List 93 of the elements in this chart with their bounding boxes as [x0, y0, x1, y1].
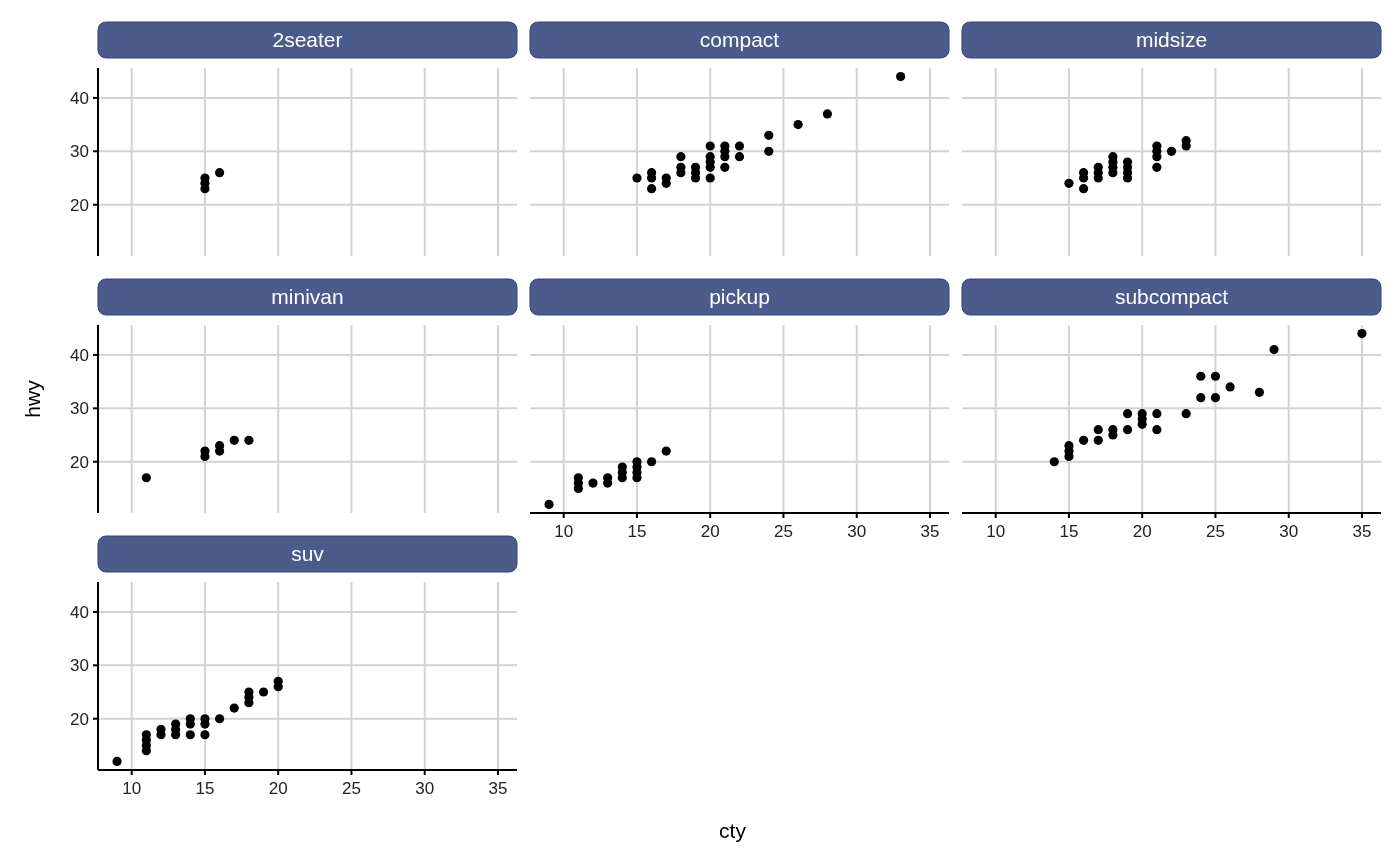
point: [215, 168, 225, 178]
point: [1152, 425, 1162, 435]
x-tick-label: 10: [122, 779, 142, 798]
point: [1079, 184, 1089, 194]
x-tick-label: 20: [268, 779, 288, 798]
x-tick-label: 35: [1352, 522, 1372, 541]
y-tick-label: 40: [70, 345, 89, 365]
point: [647, 457, 657, 467]
x-tick-label: 15: [195, 779, 215, 798]
point: [1093, 435, 1103, 445]
point: [734, 152, 745, 162]
chart-title: 2seater: [272, 28, 343, 51]
point: [705, 141, 715, 151]
point: [1049, 457, 1059, 467]
point: [1225, 382, 1235, 392]
point: [1093, 425, 1103, 435]
point: [720, 162, 730, 172]
point: [141, 746, 151, 756]
point: [896, 71, 906, 82]
point: [676, 152, 686, 162]
y-tick-label: 30: [70, 656, 89, 676]
point: [1196, 393, 1206, 403]
point: [1122, 409, 1133, 419]
point: [1357, 328, 1367, 339]
x-tick-label: 35: [488, 779, 508, 798]
chart-title: minivan: [271, 285, 344, 308]
y-axis-title: hwy: [21, 379, 44, 418]
point: [1152, 409, 1162, 419]
x-tick-label: 30: [415, 779, 435, 798]
point: [112, 756, 122, 767]
y-tick-label: 20: [70, 709, 89, 729]
chart-title: midsize: [1135, 28, 1208, 51]
point: [588, 478, 598, 488]
point: [1152, 152, 1162, 162]
point: [705, 173, 715, 183]
point: [1064, 178, 1074, 188]
point: [258, 687, 269, 697]
point: [244, 435, 254, 445]
x-tick-label: 20: [1132, 522, 1152, 541]
point: [215, 714, 225, 724]
point: [1108, 168, 1118, 178]
point: [141, 473, 151, 483]
y-tick-label: 20: [70, 452, 89, 472]
point: [273, 682, 283, 692]
point: [822, 109, 832, 119]
point: [200, 730, 210, 740]
point: [1269, 344, 1279, 355]
chart-title: subcompact: [1114, 285, 1229, 308]
x-tick-label: 10: [554, 522, 574, 541]
point: [229, 435, 239, 445]
x-tick-label: 30: [847, 522, 867, 541]
point: [617, 473, 627, 483]
point: [1254, 387, 1264, 397]
chart-title: compact: [699, 28, 780, 51]
point: [661, 446, 671, 456]
x-tick-label: 25: [1205, 522, 1225, 541]
point: [734, 141, 745, 151]
point: [1079, 435, 1089, 445]
point: [171, 730, 181, 740]
point: [1196, 371, 1206, 381]
point: [676, 168, 686, 178]
point: [1210, 371, 1221, 381]
point: [185, 730, 195, 740]
point: [793, 120, 803, 130]
y-tick-label: 30: [70, 399, 89, 419]
x-tick-label: 15: [627, 522, 647, 541]
chart-title: suv: [291, 542, 325, 565]
point: [1122, 425, 1133, 435]
y-tick-label: 30: [70, 142, 89, 162]
point: [1210, 393, 1221, 403]
point: [764, 146, 774, 156]
point: [764, 130, 774, 140]
point: [1181, 409, 1191, 419]
point: [1166, 146, 1177, 156]
x-tick-label: 15: [1059, 522, 1079, 541]
chart-title: pickup: [709, 285, 770, 308]
point: [632, 173, 642, 183]
point: [647, 184, 657, 194]
x-axis-title: cty: [719, 819, 747, 842]
point: [1152, 162, 1162, 172]
point: [720, 152, 730, 162]
x-tick-label: 35: [920, 522, 940, 541]
point: [544, 499, 554, 510]
y-tick-label: 20: [70, 195, 89, 215]
x-tick-label: 20: [700, 522, 720, 541]
y-tick-label: 40: [70, 602, 89, 622]
x-tick-label: 25: [773, 522, 793, 541]
point: [229, 703, 239, 713]
x-tick-label: 10: [986, 522, 1006, 541]
x-tick-label: 25: [341, 779, 361, 798]
y-tick-label: 40: [70, 88, 89, 108]
x-tick-label: 30: [1279, 522, 1299, 541]
point: [244, 698, 254, 708]
